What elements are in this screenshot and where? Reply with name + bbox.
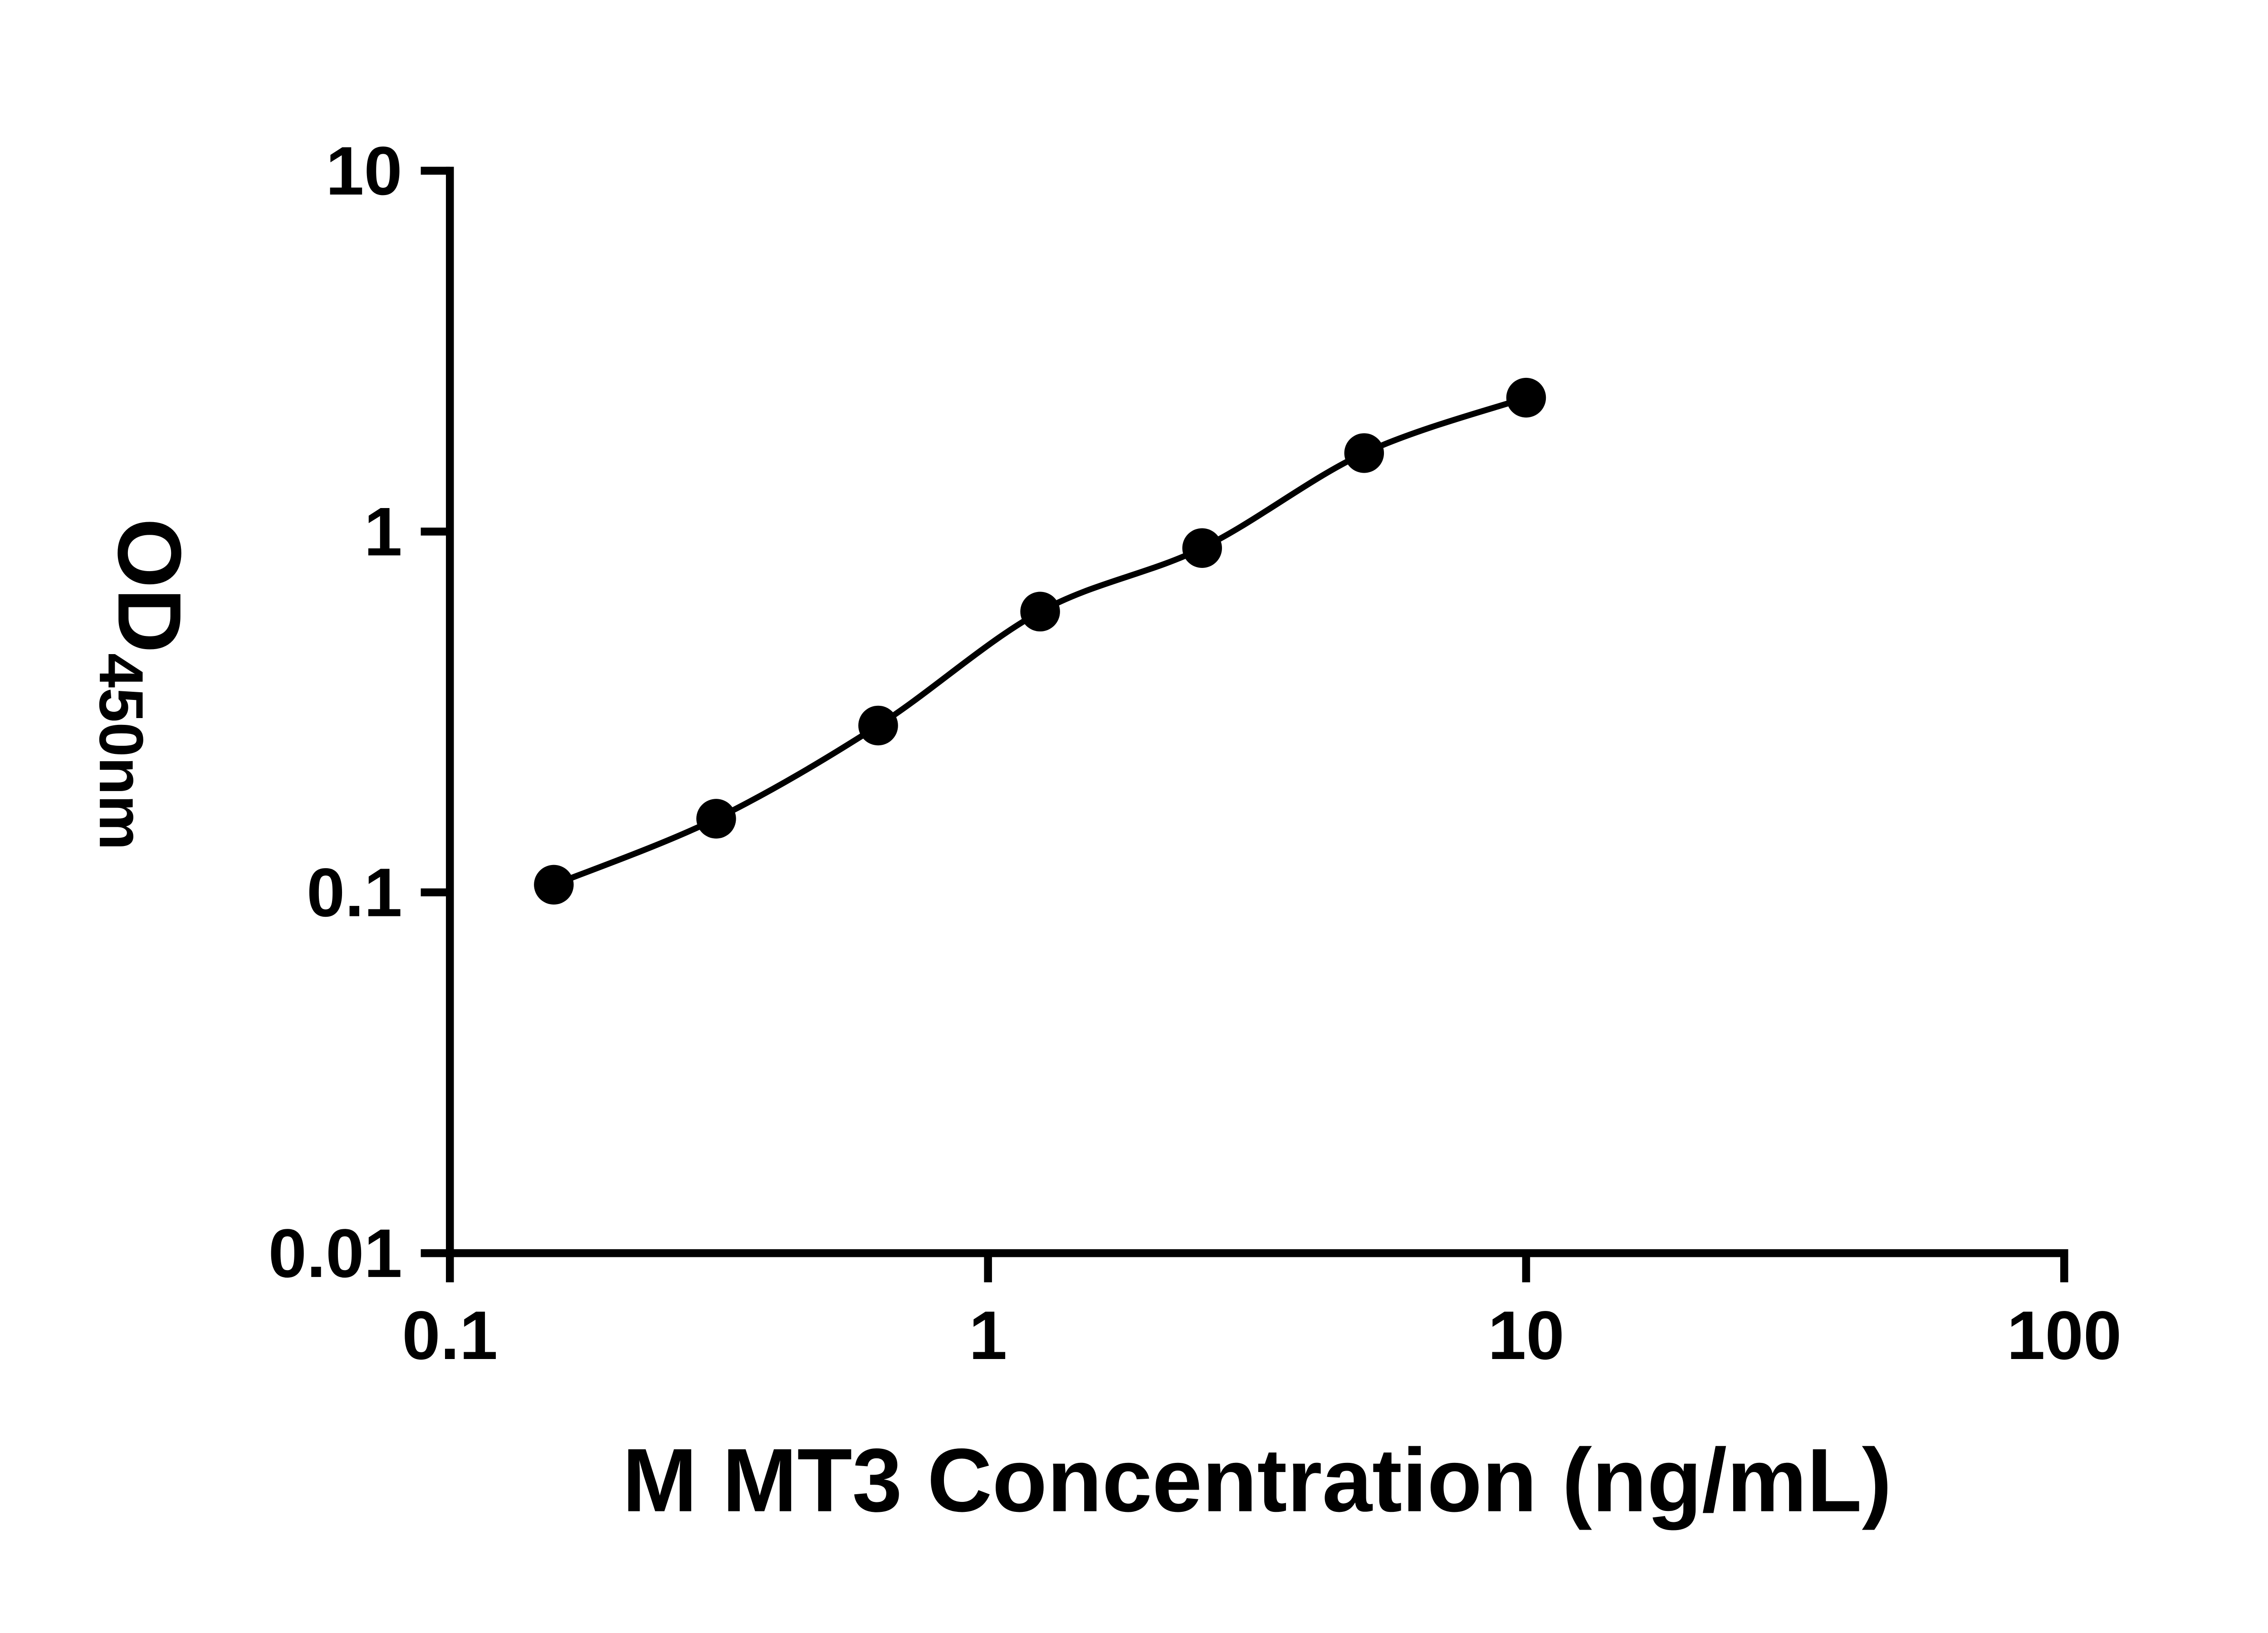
x-tick-label: 100: [2007, 1297, 2121, 1374]
y-tick-label: 0.1: [307, 855, 402, 931]
y-axis-title: OD450nm: [86, 518, 200, 850]
y-axis-ticks: 0.01 0.1 1 10: [269, 133, 450, 1292]
x-axis-ticks: 0.1 1 10 100: [402, 1253, 2121, 1374]
data-point: [1506, 377, 1546, 418]
x-tick-label: 1: [969, 1297, 1007, 1374]
axes: [446, 166, 2068, 1257]
data-point: [1182, 528, 1222, 568]
y-tick-label: 0.01: [269, 1215, 402, 1292]
data-point: [1344, 433, 1384, 473]
data-point: [696, 799, 736, 839]
y-axis-title-main: OD: [99, 518, 200, 653]
y-tick-label: 10: [326, 133, 402, 210]
y-tick-label: 1: [364, 494, 402, 570]
data-point: [858, 705, 898, 746]
y-axis-title-subscript: 450nm: [86, 653, 156, 850]
x-tick-label: 10: [1488, 1297, 1564, 1374]
data-point: [1020, 592, 1060, 632]
x-axis-title: M MT3 Concentration (ng/mL): [622, 1430, 1892, 1531]
x-tick-label: 0.1: [402, 1297, 498, 1374]
data-series: [534, 377, 1546, 905]
data-point: [534, 865, 574, 905]
